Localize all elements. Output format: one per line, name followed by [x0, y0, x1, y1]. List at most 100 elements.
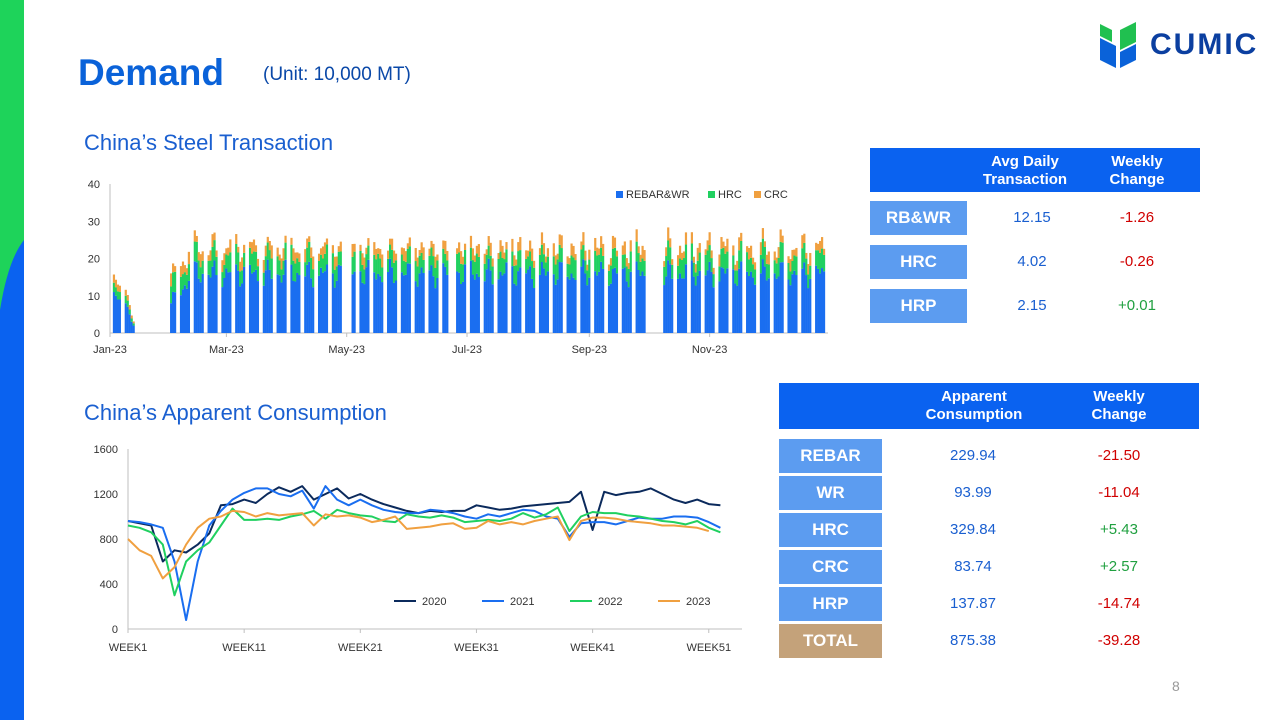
- bar-segment: [201, 273, 204, 333]
- legend-label: 2021: [510, 596, 534, 608]
- bar-segment: [527, 250, 530, 257]
- bar-segment: [775, 263, 778, 279]
- bar-segment: [280, 282, 283, 333]
- bar-segment: [460, 263, 463, 285]
- bar-segment: [817, 250, 820, 269]
- y-tick-label: 10: [88, 291, 100, 303]
- bar-segment: [237, 252, 240, 271]
- bar-segment: [239, 271, 242, 287]
- bar-segment: [740, 232, 743, 241]
- bar-segment: [280, 258, 283, 270]
- bar-segment: [432, 243, 435, 257]
- bar-segment: [243, 266, 246, 333]
- bar-segment: [588, 277, 591, 333]
- bar-segment: [726, 238, 729, 252]
- bar-segment: [365, 247, 368, 255]
- row-label: TOTAL: [779, 624, 882, 658]
- bar-segment: [442, 263, 445, 333]
- bar-segment: [694, 264, 697, 273]
- bar-segment: [195, 235, 198, 242]
- table-row: CRC 83.74 +2.57: [779, 550, 1199, 584]
- bar-segment: [387, 250, 390, 259]
- bar-segment: [635, 261, 638, 333]
- bar-segment: [738, 250, 741, 269]
- bar-segment: [807, 288, 810, 333]
- bar-segment: [197, 278, 200, 333]
- bar-segment: [759, 242, 763, 255]
- bar-segment: [179, 295, 183, 333]
- bar-segment: [463, 264, 467, 333]
- bar-segment: [542, 254, 546, 269]
- bar-segment: [706, 240, 709, 251]
- bar-segment: [635, 229, 638, 242]
- bar-segment: [270, 258, 273, 279]
- bar-segment: [388, 244, 392, 259]
- bar-segment: [531, 261, 534, 279]
- bar-segment: [513, 283, 516, 333]
- bar-segment: [434, 256, 437, 268]
- bar-segment: [531, 278, 534, 333]
- bar-segment: [278, 254, 281, 261]
- bar-segment: [538, 248, 542, 255]
- bar-segment: [558, 262, 561, 333]
- bar-segment: [250, 253, 254, 274]
- row-change: -0.26: [1119, 253, 1155, 270]
- bar-segment: [461, 281, 465, 333]
- bar-segment: [416, 257, 419, 267]
- bar-segment: [609, 283, 613, 333]
- bar-segment: [237, 270, 240, 333]
- bar-segment: [732, 269, 735, 333]
- bar-segment: [377, 273, 380, 333]
- bar-segment: [815, 265, 818, 333]
- bar-segment: [266, 259, 269, 333]
- bar-segment: [420, 252, 423, 268]
- bar-segment: [749, 245, 753, 258]
- bar-segment: [294, 263, 297, 282]
- bar-segment: [387, 271, 390, 333]
- bar-segment: [779, 229, 782, 242]
- bar-segment: [596, 255, 599, 276]
- bar-segment: [767, 278, 770, 333]
- bar-segment: [262, 259, 265, 273]
- bar-segment: [734, 283, 737, 333]
- bar-segment: [126, 300, 129, 307]
- bar-segment: [116, 299, 119, 333]
- bar-segment: [489, 270, 492, 333]
- bar-segment: [704, 249, 707, 255]
- bar-segment: [379, 258, 382, 277]
- bar-segment: [317, 260, 321, 276]
- bar-segment: [183, 272, 187, 286]
- bar-segment: [795, 247, 798, 257]
- bar-segment: [519, 267, 522, 333]
- bar-segment: [339, 241, 342, 252]
- bar-segment: [118, 299, 121, 333]
- bar-segment: [477, 276, 480, 333]
- bar-segment: [223, 264, 226, 278]
- bar-segment: [712, 267, 715, 275]
- chart1-title: China’s Steel Transaction: [84, 130, 334, 155]
- bar-segment: [270, 245, 273, 259]
- bar-segment: [469, 235, 473, 248]
- bar-segment: [694, 272, 697, 286]
- bar-segment: [444, 240, 447, 254]
- bar-segment: [598, 271, 601, 333]
- bar-segment: [319, 254, 323, 268]
- bar-segment: [489, 255, 492, 271]
- bar-segment: [517, 251, 520, 272]
- bar-segment: [566, 263, 569, 277]
- bar-segment: [746, 246, 749, 253]
- bar-segment: [114, 279, 118, 288]
- bar-segment: [791, 261, 794, 275]
- bar-segment: [525, 273, 528, 333]
- bar-segment: [570, 243, 573, 256]
- bar-segment: [458, 242, 461, 253]
- bar-segment: [114, 287, 118, 296]
- bar-segment: [763, 241, 766, 247]
- bar-segment: [306, 264, 309, 333]
- bar-segment: [321, 272, 325, 333]
- transaction-table-header: Avg Daily Transaction Weekly Change: [870, 148, 1200, 192]
- bar-segment: [609, 258, 613, 266]
- bar-segment: [803, 233, 806, 243]
- bar-segment: [361, 264, 364, 283]
- bar-segment: [763, 266, 766, 333]
